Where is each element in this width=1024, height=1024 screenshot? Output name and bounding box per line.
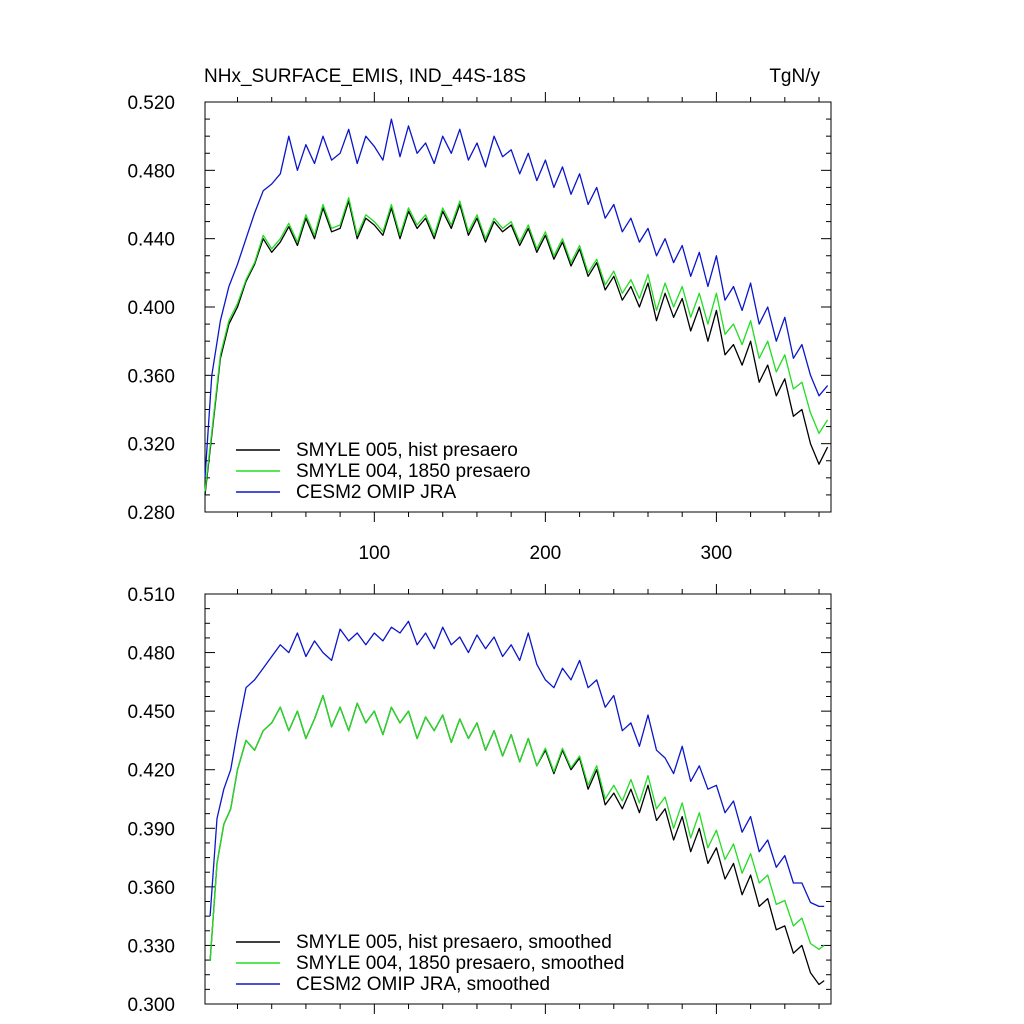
series-line-2 [209, 694, 825, 962]
legend-label: CESM2 OMIP JRA [296, 482, 456, 503]
chart-title: NHx_SURFACE_EMIS, IND_44S-18S [204, 66, 526, 87]
series-line-3 [204, 118, 829, 478]
y-tick-label: 0.390 [127, 819, 175, 840]
y-tick-label: 0.480 [127, 161, 175, 182]
top-panel: 0.280 0.320 0.360 0.400 0.440 0.480 0.520 100 20… [127, 92, 832, 564]
y-tick-label: 0.330 [127, 936, 175, 957]
x-tick-label: 200 [530, 543, 562, 564]
legend-label: SMYLE 004, 1850 presaero, smoothed [296, 953, 624, 974]
legend-label: SMYLE 004, 1850 presaero [296, 461, 531, 482]
bottom-panel: 0.300 0.330 0.360 0.390 0.420 0.450 0.480 0.510… [127, 584, 832, 1016]
series-line-2 [204, 197, 829, 492]
y-tick-label: 0.450 [127, 702, 175, 723]
series-line-1 [204, 200, 829, 495]
units-label: TgN/y [769, 66, 820, 87]
y-tick-label: 0.520 [127, 93, 175, 114]
y-tick-label: 0.480 [127, 644, 175, 665]
y-tick-label: 0.510 [127, 585, 175, 606]
y-tick-label: 0.360 [127, 878, 175, 899]
legend-label: CESM2 OMIP JRA, smoothed [296, 974, 550, 995]
y-tick-label: 0.360 [127, 366, 175, 387]
y-tick-label: 0.420 [127, 761, 175, 782]
y-tick-label: 0.320 [127, 435, 175, 456]
x-tick-label: 300 [701, 543, 733, 564]
series-line-3 [209, 620, 825, 917]
y-tick-label: 0.440 [127, 230, 175, 251]
y-tick-label: 0.400 [127, 298, 175, 319]
y-tick-label: 0.300 [127, 995, 175, 1016]
y-tick-label: 0.280 [127, 503, 175, 524]
legend-label: SMYLE 005, hist presaero, smoothed [296, 932, 612, 953]
legend-label: SMYLE 005, hist presaero [296, 440, 518, 461]
x-tick-label: 100 [358, 543, 390, 564]
